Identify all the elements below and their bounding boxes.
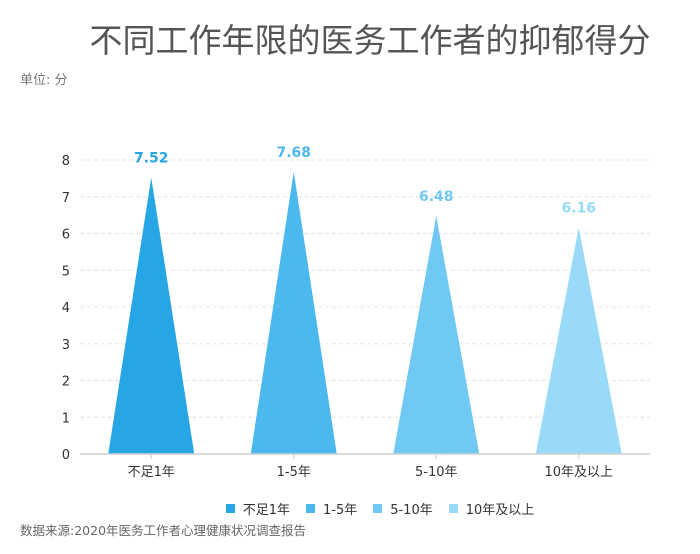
- x-tick-label: 5-10年: [415, 465, 458, 480]
- legend-label: 10年及以上: [465, 503, 535, 518]
- legend: 不足1年 1-5年 5-10年 10年及以上: [0, 499, 700, 518]
- legend-label: 不足1年: [242, 503, 290, 518]
- x-tick-label: 1-5年: [277, 465, 311, 480]
- y-tick-label: 0: [62, 448, 70, 463]
- data-label: 6.16: [561, 201, 596, 217]
- legend-swatch: [448, 504, 458, 513]
- legend-item[interactable]: 1-5年: [305, 499, 358, 518]
- bar-triangle: [535, 227, 622, 454]
- legend-label: 5-10年: [390, 503, 433, 518]
- legend-swatch: [373, 504, 383, 513]
- data-label: 6.48: [419, 189, 454, 205]
- y-tick-label: 3: [62, 338, 70, 353]
- chart-title: 不同工作年限的医务工作者的抑郁得分: [89, 21, 651, 60]
- unit-label: 单位: 分: [20, 73, 68, 88]
- source-note: 数据来源:2020年医务工作者心理健康状况调查报告: [20, 523, 307, 538]
- y-tick-label: 1: [62, 411, 70, 426]
- legend-item[interactable]: 5-10年: [373, 499, 433, 518]
- legend-item[interactable]: 10年及以上: [448, 499, 535, 518]
- data-label: 7.52: [134, 151, 169, 167]
- y-tick-label: 8: [62, 154, 70, 169]
- y-tick-label: 4: [62, 301, 70, 316]
- legend-swatch: [225, 504, 235, 513]
- legend-item[interactable]: 不足1年: [225, 499, 290, 518]
- bar-triangle: [108, 177, 195, 454]
- bar-triangle: [393, 215, 480, 454]
- x-tick-label: 10年及以上: [544, 465, 613, 480]
- bar-triangle: [250, 171, 337, 454]
- y-tick-label: 2: [62, 375, 70, 390]
- x-tick-label: 不足1年: [128, 465, 175, 480]
- legend-label: 1-5年: [322, 503, 358, 518]
- y-tick-label: 7: [62, 191, 70, 206]
- y-tick-label: 6: [62, 228, 70, 243]
- data-label: 7.68: [276, 145, 311, 161]
- y-tick-label: 5: [62, 264, 70, 279]
- legend-swatch: [305, 504, 315, 513]
